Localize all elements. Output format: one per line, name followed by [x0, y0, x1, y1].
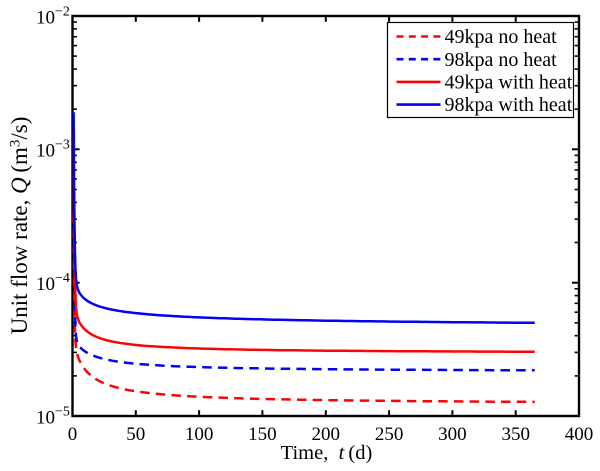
svg-text:Time, t (d): Time, t (d) — [281, 442, 373, 464]
svg-text:0: 0 — [68, 424, 78, 445]
svg-text:100: 100 — [185, 424, 214, 445]
svg-text:400: 400 — [565, 424, 594, 445]
svg-text:98kpa no heat: 98kpa no heat — [445, 49, 558, 71]
svg-text:Unit flow rate, Q (m3/s): Unit flow rate, Q (m3/s) — [7, 117, 32, 335]
svg-text:10−2: 10−2 — [36, 4, 70, 28]
svg-text:49kpa with heat: 49kpa with heat — [445, 72, 573, 94]
svg-text:98kpa with heat: 98kpa with heat — [445, 94, 573, 116]
svg-text:49kpa no heat: 49kpa no heat — [445, 26, 558, 48]
svg-text:50: 50 — [126, 424, 145, 445]
svg-text:250: 250 — [375, 424, 404, 445]
svg-text:350: 350 — [501, 424, 530, 445]
svg-text:300: 300 — [438, 424, 467, 445]
svg-text:150: 150 — [248, 424, 277, 445]
svg-text:200: 200 — [312, 424, 341, 445]
